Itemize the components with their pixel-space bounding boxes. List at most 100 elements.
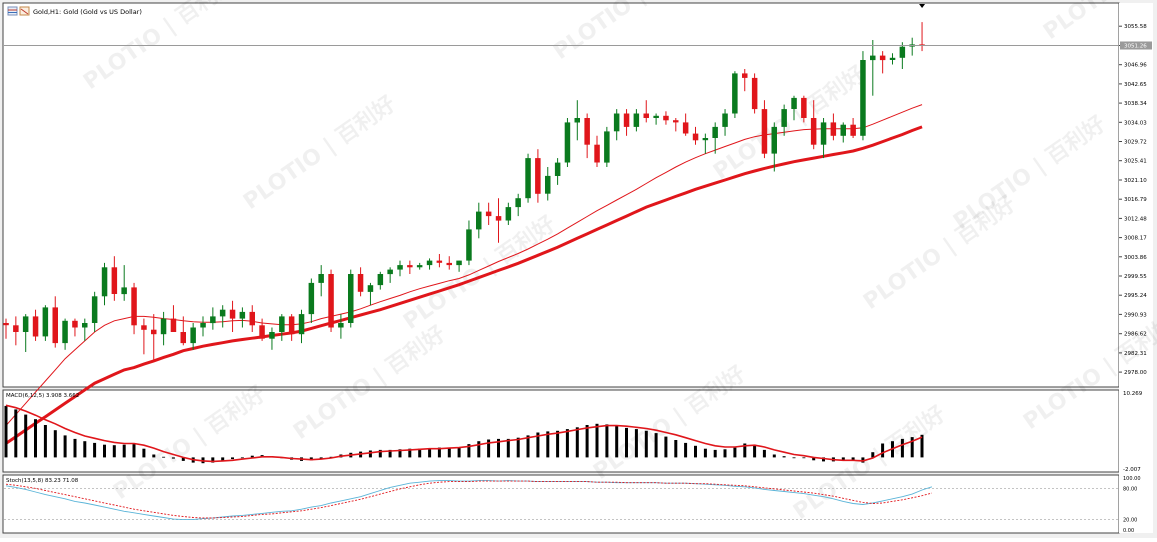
candle[interactable]	[407, 260, 413, 274]
candle[interactable]	[210, 307, 216, 330]
candle[interactable]	[889, 53, 896, 65]
candle[interactable]	[229, 300, 236, 332]
candle[interactable]	[860, 51, 866, 141]
candle[interactable]	[643, 100, 650, 123]
candle[interactable]	[535, 149, 541, 203]
candle[interactable]	[279, 314, 285, 341]
candle[interactable]	[545, 167, 551, 201]
candle[interactable]	[879, 51, 886, 74]
candle[interactable]	[594, 135, 600, 167]
candle[interactable]	[377, 271, 384, 290]
candle[interactable]	[367, 282, 374, 306]
candle[interactable]	[505, 202, 512, 225]
candle[interactable]	[239, 307, 246, 328]
macd-histogram-bar	[181, 457, 185, 461]
candle[interactable]	[712, 122, 718, 154]
candle[interactable]	[870, 40, 876, 96]
candle[interactable]	[180, 316, 187, 346]
candle[interactable]	[525, 153, 531, 203]
candle[interactable]	[801, 95, 807, 123]
candle[interactable]	[62, 318, 68, 350]
candle[interactable]	[416, 262, 423, 270]
candle[interactable]	[259, 318, 265, 341]
candle[interactable]	[761, 100, 768, 159]
candle[interactable]	[151, 314, 157, 361]
candle[interactable]	[298, 309, 305, 344]
candle[interactable]	[387, 267, 393, 283]
candle[interactable]	[348, 269, 354, 328]
candle[interactable]	[42, 305, 49, 341]
candle[interactable]	[840, 122, 847, 143]
candle[interactable]	[722, 109, 728, 136]
candle[interactable]	[702, 133, 709, 154]
candle[interactable]	[673, 118, 679, 132]
candle[interactable]	[495, 198, 502, 243]
stoch-panel[interactable]	[2, 474, 1120, 534]
candle[interactable]	[190, 323, 196, 350]
candle[interactable]	[515, 193, 521, 217]
candle[interactable]	[141, 318, 147, 355]
candle[interactable]	[72, 318, 78, 337]
candle[interactable]	[919, 22, 925, 52]
candle[interactable]	[338, 314, 344, 339]
candle[interactable]	[357, 267, 364, 297]
candle[interactable]	[446, 256, 453, 270]
candle[interactable]	[732, 71, 738, 118]
candle[interactable]	[249, 305, 256, 332]
candle[interactable]	[456, 260, 462, 272]
candle[interactable]	[426, 258, 433, 270]
candle[interactable]	[485, 202, 492, 225]
candle[interactable]	[52, 296, 59, 348]
candle[interactable]	[121, 265, 127, 301]
candle[interactable]	[436, 254, 443, 268]
candle[interactable]	[91, 291, 98, 332]
candle[interactable]	[101, 262, 108, 306]
candle[interactable]	[742, 69, 748, 92]
candle[interactable]	[771, 122, 778, 172]
candle[interactable]	[751, 73, 758, 114]
candle[interactable]	[160, 311, 167, 346]
macd-histogram-bar	[861, 457, 865, 463]
candle[interactable]	[22, 314, 29, 352]
candle[interactable]	[3, 318, 9, 339]
candle[interactable]	[830, 113, 837, 141]
candle[interactable]	[781, 104, 787, 136]
candle[interactable]	[564, 118, 571, 167]
candle[interactable]	[653, 113, 659, 125]
chart-settings-icon[interactable]	[19, 6, 30, 16]
candle[interactable]	[820, 118, 827, 159]
candle[interactable]	[810, 100, 817, 150]
candle[interactable]	[554, 158, 561, 185]
candle[interactable]	[200, 316, 206, 337]
candle[interactable]	[288, 314, 295, 341]
candle[interactable]	[269, 327, 275, 350]
candle-body	[377, 274, 384, 286]
candle[interactable]	[633, 109, 640, 132]
candle[interactable]	[613, 109, 620, 141]
candle[interactable]	[82, 318, 88, 341]
candle[interactable]	[219, 305, 226, 328]
candle[interactable]	[692, 126, 699, 145]
main-price-panel[interactable]	[2, 2, 1120, 388]
price-scale-area[interactable]	[1119, 3, 1153, 533]
candle[interactable]	[850, 118, 856, 138]
candle[interactable]	[604, 126, 610, 167]
candle[interactable]	[791, 95, 797, 121]
candle[interactable]	[899, 42, 906, 69]
candle[interactable]	[170, 305, 177, 332]
candle[interactable]	[32, 309, 39, 341]
candle[interactable]	[308, 278, 315, 324]
candle[interactable]	[328, 269, 334, 332]
candle[interactable]	[397, 260, 403, 277]
candle[interactable]	[574, 100, 581, 141]
candle[interactable]	[682, 113, 689, 136]
candle[interactable]	[476, 202, 482, 239]
candle[interactable]	[663, 111, 669, 125]
candle[interactable]	[111, 256, 118, 301]
candle[interactable]	[13, 316, 19, 346]
candle[interactable]	[584, 113, 590, 159]
candle[interactable]	[131, 282, 137, 335]
candle[interactable]	[318, 265, 324, 297]
candle[interactable]	[623, 109, 630, 136]
candle[interactable]	[466, 220, 472, 266]
